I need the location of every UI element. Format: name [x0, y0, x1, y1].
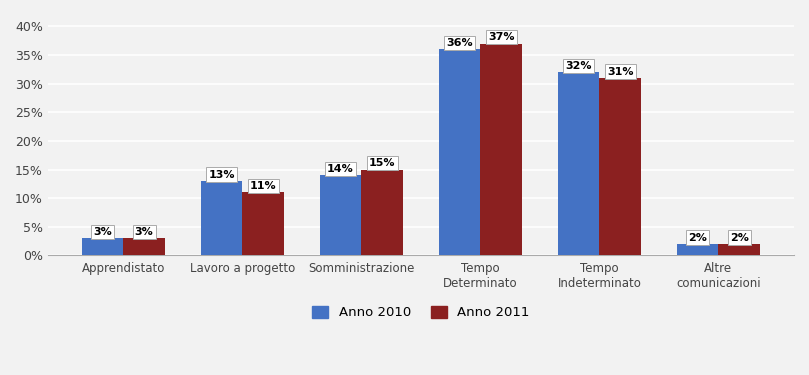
Bar — [599, 78, 641, 255]
Bar — [201, 181, 243, 255]
Bar — [438, 50, 481, 255]
Bar — [481, 44, 522, 255]
Bar — [362, 170, 403, 255]
Bar — [718, 244, 760, 255]
Text: 31%: 31% — [607, 67, 633, 76]
Text: 11%: 11% — [250, 181, 277, 191]
Bar — [557, 72, 599, 255]
Bar — [677, 244, 718, 255]
Text: 3%: 3% — [135, 227, 154, 237]
Text: 2%: 2% — [688, 232, 707, 243]
Text: 3%: 3% — [93, 227, 112, 237]
Text: 37%: 37% — [488, 32, 515, 42]
Text: 14%: 14% — [327, 164, 354, 174]
Text: 13%: 13% — [208, 170, 235, 180]
Bar — [243, 192, 284, 255]
Text: 32%: 32% — [565, 61, 592, 71]
Bar — [320, 175, 362, 255]
Legend: Anno 2010, Anno 2011: Anno 2010, Anno 2011 — [306, 299, 536, 326]
Bar — [123, 238, 165, 255]
Text: 2%: 2% — [730, 232, 748, 243]
Text: 36%: 36% — [447, 38, 473, 48]
Bar — [82, 238, 123, 255]
Text: 15%: 15% — [369, 158, 396, 168]
